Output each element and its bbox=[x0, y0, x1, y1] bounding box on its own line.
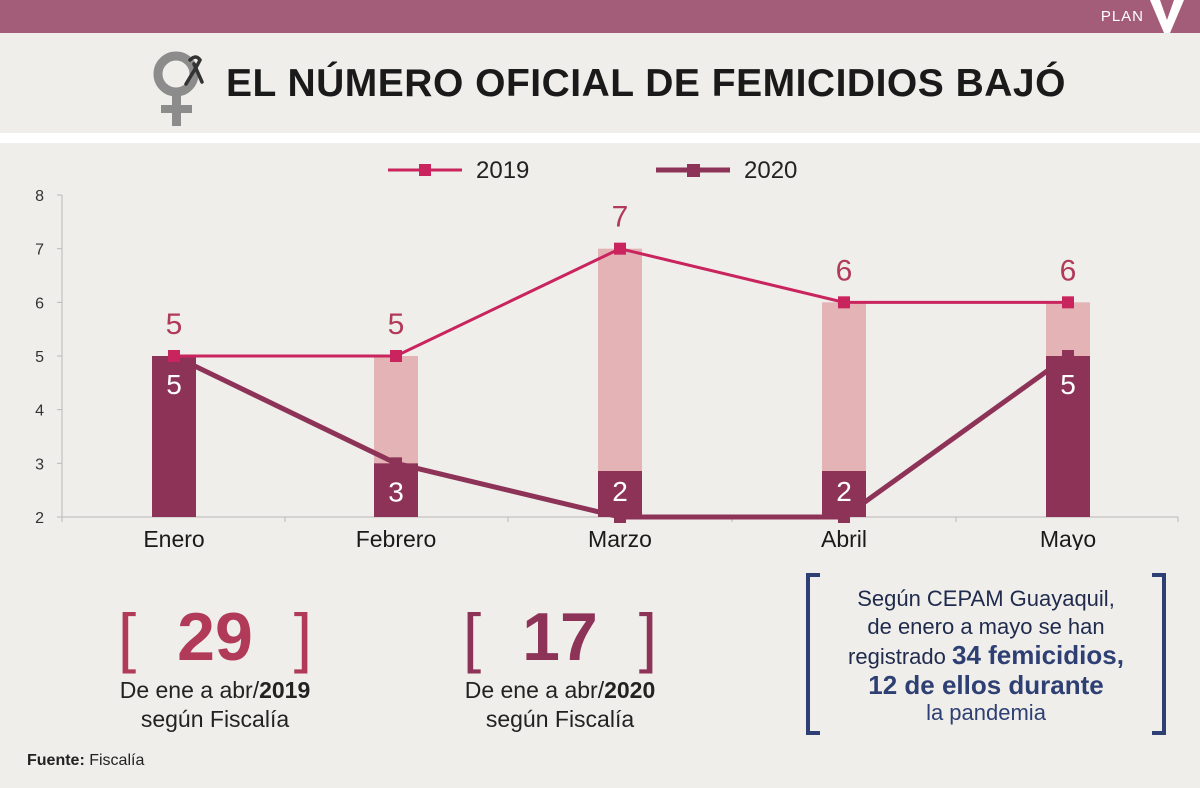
bar-2020 bbox=[152, 356, 196, 517]
venus-mourning-ribbon-icon bbox=[153, 51, 204, 126]
x-tick-label: Abril bbox=[821, 526, 867, 550]
y-tick-label: 2 bbox=[35, 510, 44, 527]
data-label-2020: 2 bbox=[612, 476, 628, 507]
bar-2020 bbox=[598, 471, 642, 517]
data-label-2019: 5 bbox=[388, 308, 405, 341]
legend-label-2020: 2020 bbox=[744, 157, 797, 184]
data-label-2020: 5 bbox=[166, 369, 182, 400]
legend-marker-2020 bbox=[687, 164, 700, 177]
stat-2020-line1: De ene a abr/2020 bbox=[464, 677, 656, 703]
bar-2020 bbox=[374, 463, 418, 517]
bracket-close: ] bbox=[293, 600, 313, 674]
v-logo-icon bbox=[1150, 0, 1184, 33]
stat-2019: [ 29 ] De ene a abr/2019 según Fiscalía bbox=[95, 598, 335, 734]
x-tick-label: Febrero bbox=[356, 526, 437, 550]
point-2019 bbox=[168, 350, 180, 362]
title-band bbox=[0, 33, 1200, 143]
brand-logo[interactable]: PLAN bbox=[1101, 0, 1186, 33]
data-label-2019: 6 bbox=[1060, 254, 1077, 287]
y-tick-label: 6 bbox=[35, 295, 44, 312]
stat-2020-line2: según Fiscalía bbox=[485, 706, 635, 732]
source-note: Fuente: Fiscalía bbox=[27, 752, 145, 769]
bracket-open: [ bbox=[117, 600, 137, 674]
point-2019 bbox=[1062, 296, 1074, 309]
cepam-box: Según CEPAM Guayaquil, de enero a mayo s… bbox=[806, 573, 1166, 735]
data-label-2019: 7 bbox=[612, 201, 629, 234]
bracket-left bbox=[806, 573, 820, 735]
x-tick-label: Marzo bbox=[588, 526, 652, 550]
data-label-2020: 2 bbox=[836, 476, 852, 507]
brand-label: PLAN bbox=[1100, 8, 1144, 25]
chart-axes: 2 3 4 5 6 7 8 Enero Febrero Marzo Abril Mayo bbox=[35, 188, 1179, 550]
bracket-close: ] bbox=[638, 600, 658, 674]
data-label-2020: 5 bbox=[1060, 369, 1076, 400]
stat-2020-value: 17 bbox=[522, 599, 598, 675]
y-tick-label: 8 bbox=[35, 188, 44, 205]
stat-2020-number: [ 17 ] bbox=[440, 598, 680, 676]
data-label-2019: 5 bbox=[166, 308, 183, 341]
page-title: EL NÚMERO OFICIAL DE FEMICIDIOS BAJÓ bbox=[226, 62, 1066, 105]
y-tick-label: 5 bbox=[35, 349, 44, 366]
x-tick-label: Mayo bbox=[1040, 526, 1096, 550]
legend-marker-2019 bbox=[419, 164, 431, 176]
data-label-2020: 3 bbox=[388, 476, 404, 507]
chart-bars: 5 3 2 2 5 bbox=[152, 248, 1090, 517]
chart-legend: 2019 2020 bbox=[388, 157, 797, 184]
bracket-right bbox=[1152, 573, 1166, 735]
point-2019 bbox=[614, 242, 626, 255]
cepam-text: Según CEPAM Guayaquil, de enero a mayo s… bbox=[848, 586, 1124, 725]
bracket-open: [ bbox=[462, 600, 482, 674]
bar-2020 bbox=[1046, 356, 1090, 517]
chart-labels: 5 5 7 6 6 bbox=[166, 201, 1077, 341]
y-tick-label: 3 bbox=[35, 456, 44, 473]
stat-2019-line1: De ene a abr/2019 bbox=[119, 677, 311, 703]
point-2020 bbox=[1062, 350, 1074, 362]
stat-2019-value: 29 bbox=[177, 599, 253, 675]
point-2020 bbox=[614, 511, 626, 523]
y-tick-label: 7 bbox=[35, 242, 44, 259]
stat-2020: [ 17 ] De ene a abr/2020 según Fiscalía bbox=[440, 598, 680, 734]
point-2019 bbox=[390, 350, 402, 362]
point-2019 bbox=[838, 296, 850, 309]
femicidios-chart: 2019 2020 2 3 4 5 6 7 8 Enero Febrero Marzo Abril Ma… bbox=[35, 157, 1179, 550]
chart-lines bbox=[168, 242, 1074, 523]
data-label-2019: 6 bbox=[836, 254, 853, 287]
stat-2019-number: [ 29 ] bbox=[95, 598, 335, 676]
x-tick-label: Enero bbox=[143, 526, 204, 550]
y-tick-label: 4 bbox=[35, 403, 44, 420]
stat-2019-line2: según Fiscalía bbox=[140, 706, 290, 732]
point-2020 bbox=[390, 457, 402, 470]
top-bar bbox=[0, 0, 1200, 33]
point-2020 bbox=[838, 511, 850, 523]
legend-label-2019: 2019 bbox=[476, 157, 529, 184]
